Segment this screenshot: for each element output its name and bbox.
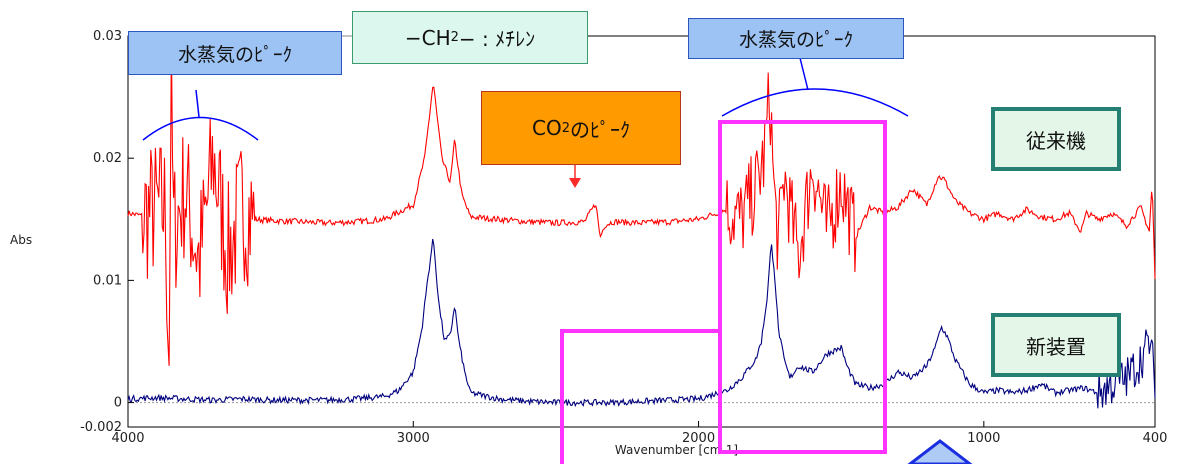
- methylene-label: −CH 2− : ﾒﾁﾚﾝ: [352, 11, 588, 64]
- x-tick-label: 3000: [397, 431, 430, 446]
- label-conventional-instrument: 従来機: [991, 107, 1121, 171]
- plot-frame: [127, 35, 1156, 428]
- co2-peak-label: CO 2 のﾋﾟｰｸ: [481, 91, 681, 165]
- highlight-box-water-region: [718, 120, 887, 454]
- co2-arrow-head: [569, 178, 581, 188]
- label-conventional-text: 従来機: [1026, 128, 1086, 153]
- x-tick-label: 400: [1143, 431, 1168, 446]
- highlight-connector: [560, 329, 720, 464]
- co2-prefix: CO: [532, 116, 562, 140]
- x-tick-label: 2000: [682, 431, 715, 446]
- bracket-right-connector: [799, 57, 809, 91]
- series-line-new: [127, 238, 1156, 409]
- water-vapor-peak-text-left: 水蒸気のﾋﾟｰｸ: [177, 43, 292, 66]
- y-axis-label: Abs: [10, 233, 32, 247]
- bracket-left: [142, 116, 259, 141]
- co2-subscript: 2: [561, 120, 570, 136]
- x-tick-label: 4000: [111, 431, 144, 446]
- y-tick-label: 0.03: [93, 29, 122, 44]
- x-axis-label: Wavenumber [cm-1]: [615, 443, 738, 457]
- co2-suffix: のﾋﾟｰｸ: [570, 117, 630, 142]
- methylene-prefix: −CH: [404, 25, 451, 50]
- overlay-marks: [142, 35, 973, 464]
- bracket-left-connector: [195, 89, 200, 118]
- water-vapor-peak-label-left: 水蒸気のﾋﾟｰｸ: [128, 31, 342, 75]
- label-new-text: 新装置: [1026, 334, 1086, 359]
- y-tick-label: -0.002: [80, 420, 122, 435]
- pointer-triangle: [907, 439, 973, 464]
- label-new-instrument: 新装置: [991, 313, 1121, 377]
- y-tick-label: 0: [114, 396, 122, 411]
- water-vapor-peak-text-right: 水蒸気のﾋﾟｰｸ: [738, 29, 853, 51]
- water-vapor-peak-label-right: 水蒸気のﾋﾟｰｸ: [688, 18, 904, 59]
- y-tick-label: 0.02: [93, 151, 122, 166]
- bracket-right: [721, 88, 909, 117]
- methylene-suffix: − : ﾒﾁﾚﾝ: [458, 27, 536, 51]
- methylene-subscript: 2: [450, 30, 459, 45]
- y-tick-label: 0.01: [93, 273, 122, 288]
- x-tick-label: 1000: [967, 431, 1000, 446]
- series-line-conventional: [127, 40, 1156, 366]
- plot-area: [127, 40, 1156, 409]
